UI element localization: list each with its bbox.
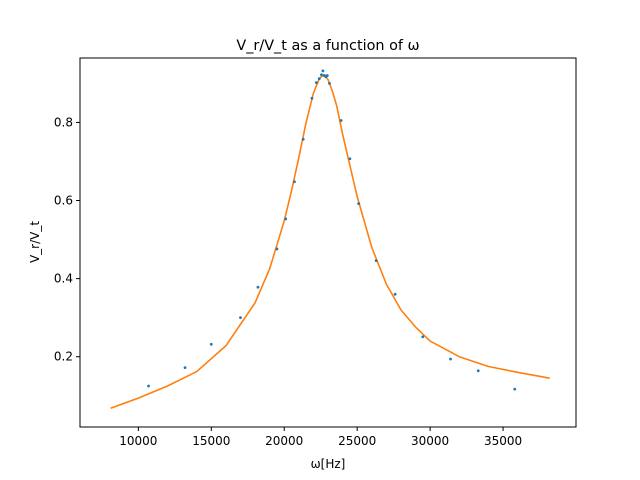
data-point [293, 180, 296, 184]
data-point [476, 369, 480, 373]
data-point [374, 259, 378, 263]
y-tick-label: 0.2 [54, 350, 73, 364]
x-tick-label: 15000 [192, 434, 230, 448]
x-tick-label: 25000 [338, 434, 376, 448]
data-point [513, 387, 517, 391]
data-point [449, 357, 452, 361]
data-point [317, 77, 321, 81]
x-axis-label: ω[Hz] [311, 457, 346, 471]
y-axis-label: V_r/V_t [28, 221, 42, 263]
chart-title: V_r/V_t as a function of ω [236, 38, 419, 54]
data-point [314, 81, 318, 84]
data-point [209, 342, 213, 346]
plot-area [110, 69, 550, 410]
x-axis-ticks: 10000 15000 20000 25000 30000 35000 [119, 427, 522, 448]
data-point [348, 157, 352, 161]
data-point [321, 69, 325, 73]
data-point [147, 384, 150, 388]
data-point [310, 96, 314, 100]
data-point [275, 247, 279, 251]
data-point [421, 335, 425, 339]
data-point [325, 74, 329, 77]
x-tick-label: 20000 [265, 434, 303, 448]
axes-frame [79, 57, 577, 428]
data-point [357, 202, 361, 206]
x-tick-label: 30000 [411, 434, 449, 448]
data-point [183, 366, 187, 370]
y-tick-label: 0.4 [54, 272, 73, 286]
data-point [301, 137, 305, 141]
data-point [393, 292, 397, 296]
x-tick-label: 35000 [484, 434, 522, 448]
data-point [320, 73, 323, 77]
x-tick-label: 10000 [119, 434, 157, 448]
data-point [328, 81, 331, 85]
data-point [256, 285, 260, 289]
data-point [239, 316, 242, 320]
y-tick-label: 0.8 [54, 115, 73, 129]
fit-curve-line [110, 73, 550, 410]
y-axis-ticks: 0.2 0.4 0.6 0.8 [54, 115, 80, 364]
data-point [339, 119, 343, 122]
y-tick-label: 0.6 [54, 194, 73, 208]
data-point [284, 217, 288, 221]
